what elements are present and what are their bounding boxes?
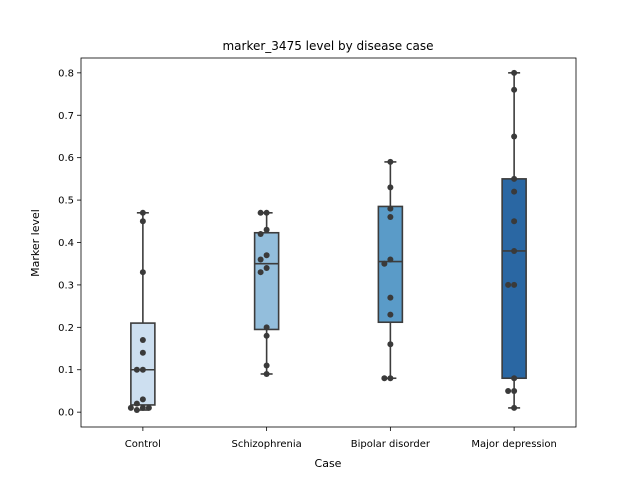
data-point [511, 86, 518, 93]
y-tick-label: 0.8 [58, 68, 74, 79]
data-point [263, 209, 270, 216]
chart-title: marker_3475 level by disease case [222, 39, 433, 53]
x-tick-label: Major depression [471, 439, 557, 450]
box [253, 231, 280, 331]
data-point [139, 396, 146, 403]
y-tick-label: 0.1 [58, 365, 74, 376]
data-point [145, 404, 152, 411]
box-group [130, 212, 156, 411]
y-tick-label: 0.6 [58, 153, 74, 164]
box [501, 178, 527, 380]
data-point [387, 341, 394, 348]
data-point [387, 311, 394, 318]
x-axis: Control Schizophrenia Bipolar disorder Majo… [125, 427, 557, 450]
swarm-points [505, 69, 518, 411]
y-tick-label: 0.5 [58, 196, 74, 207]
data-point [139, 349, 146, 356]
data-point [263, 324, 270, 331]
data-point [511, 281, 518, 288]
swarm-points [257, 209, 270, 377]
data-point [511, 188, 518, 195]
data-point [511, 175, 518, 182]
data-point [139, 337, 146, 344]
data-point [511, 133, 518, 140]
data-point [133, 407, 140, 414]
y-tick-label: 0.3 [58, 280, 74, 291]
swarm-points [127, 209, 152, 414]
y-tick-label: 0.7 [58, 111, 74, 122]
data-point [257, 209, 264, 216]
data-point [387, 158, 394, 165]
data-point [387, 256, 394, 263]
data-point [511, 375, 518, 382]
data-point [511, 69, 518, 76]
y-tick-label: 0.0 [58, 408, 74, 419]
y-tick-label: 0.4 [58, 238, 74, 249]
data-point [257, 269, 264, 276]
data-point [387, 294, 394, 301]
data-point [387, 205, 394, 212]
data-point [387, 214, 394, 221]
x-tick-label: Schizophrenia [231, 439, 301, 450]
data-point [139, 209, 146, 216]
data-point [387, 184, 394, 191]
data-point [263, 264, 270, 271]
data-point [133, 400, 140, 407]
data-point [139, 269, 146, 276]
data-point [127, 404, 134, 411]
data-point [511, 387, 518, 394]
swarm-points [381, 158, 394, 382]
data-point [381, 375, 388, 382]
y-axis-label: Marker level [29, 209, 42, 277]
data-point [133, 366, 140, 373]
data-point [381, 260, 388, 267]
data-point [263, 362, 270, 369]
data-point [263, 226, 270, 233]
data-point [139, 218, 146, 225]
data-point [139, 404, 146, 411]
plot-area [127, 69, 527, 414]
y-tick-label: 0.2 [58, 323, 74, 334]
data-point [257, 256, 264, 263]
data-point [511, 247, 518, 254]
data-point [263, 370, 270, 377]
data-point [505, 387, 512, 394]
x-axis-label: Case [315, 457, 342, 470]
data-point [263, 332, 270, 339]
data-point [505, 281, 512, 288]
data-point [387, 375, 394, 382]
data-point [511, 404, 518, 411]
data-point [511, 218, 518, 225]
x-tick-label: Control [125, 439, 161, 450]
data-point [139, 366, 146, 373]
data-point [257, 231, 264, 238]
data-point [263, 252, 270, 259]
y-axis: 0.0 0.1 0.2 0.3 0.4 0.5 0.6 0.7 0.8 [58, 68, 81, 419]
box [130, 322, 156, 406]
x-tick-label: Bipolar disorder [351, 439, 431, 450]
